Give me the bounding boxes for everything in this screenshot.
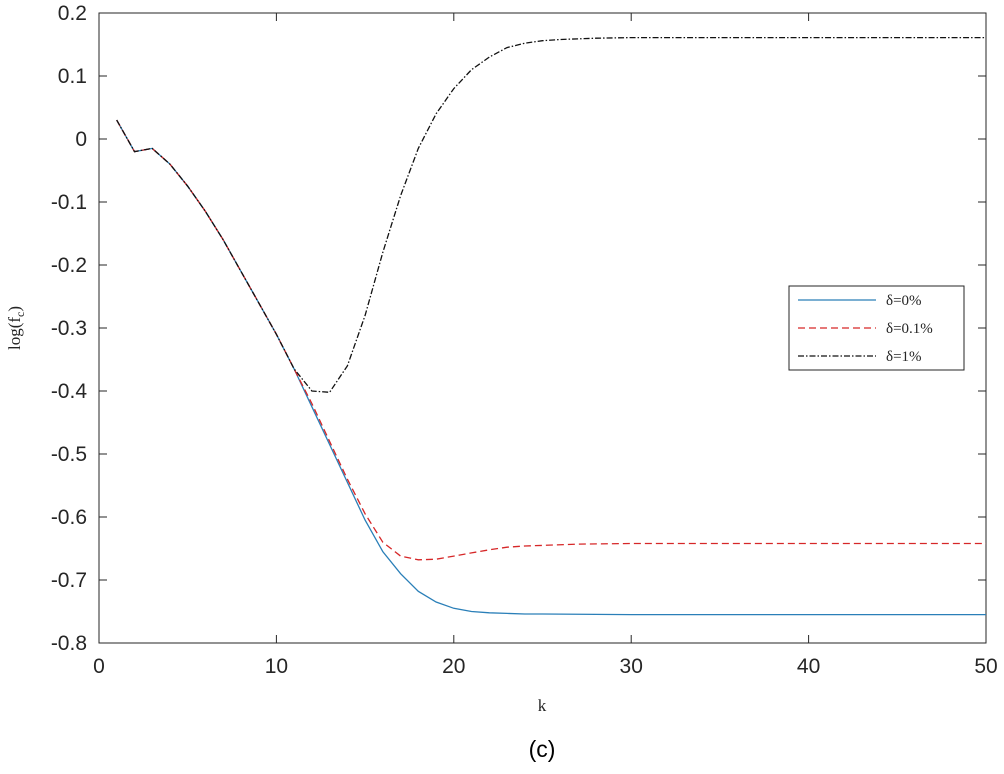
y-tick-label: -0.5 — [51, 443, 87, 466]
series-lines — [116, 36, 986, 616]
y-tick-label: -0.7 — [51, 569, 87, 592]
x-tick-label: 20 — [442, 655, 465, 678]
y-tick-label: 0 — [75, 128, 87, 151]
x-axis: 0 10 20 30 40 50 — [93, 13, 998, 678]
y-tick-label: -0.1 — [51, 191, 87, 214]
legend-label: δ=1% — [886, 349, 922, 365]
y-tick-label: -0.8 — [51, 632, 87, 655]
legend-label: δ=0.1% — [886, 321, 933, 337]
x-tick-label: 50 — [974, 655, 997, 678]
series-line-2 — [116, 119, 986, 561]
y-tick-label: 0.2 — [58, 2, 87, 25]
y-tick-label: -0.6 — [51, 506, 87, 529]
y-axis-label: log(fc) — [5, 306, 27, 350]
y-tick-label: -0.2 — [51, 254, 87, 277]
x-tick-label: 30 — [620, 655, 643, 678]
x-tick-label: 0 — [93, 655, 105, 678]
figure-caption: (c) — [529, 736, 556, 762]
y-tick-label: -0.3 — [51, 317, 87, 340]
y-axis: 0.2 0.1 0 -0.1 -0.2 -0.3 -0.4 -0.5 -0.6 -0.7 -0.8 — [51, 2, 986, 655]
x-axis-label: k — [538, 696, 547, 715]
series-line-3 — [116, 36, 986, 393]
y-tick-label: -0.4 — [51, 380, 88, 403]
legend: δ=0% δ=0.1% δ=1% — [788, 285, 965, 371]
legend-label: δ=0% — [886, 293, 922, 309]
x-tick-label: 40 — [797, 655, 820, 678]
x-tick-label: 10 — [265, 655, 288, 678]
y-tick-label: 0.1 — [58, 65, 87, 88]
